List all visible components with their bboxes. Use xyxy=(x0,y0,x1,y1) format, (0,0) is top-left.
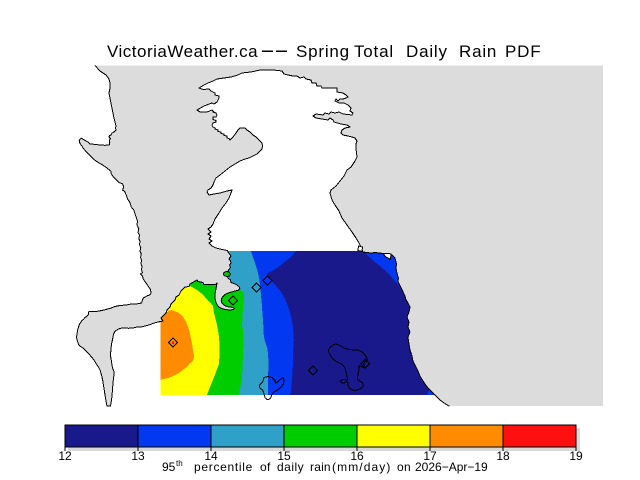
svg-text:on: on xyxy=(397,460,411,474)
svg-text:18: 18 xyxy=(496,449,510,463)
svg-text:2026−Apr−19: 2026−Apr−19 xyxy=(415,460,488,474)
svg-text:of: of xyxy=(260,460,271,474)
svg-text:95: 95 xyxy=(162,460,176,474)
svg-text:14: 14 xyxy=(204,449,218,463)
svg-text:percentile: percentile xyxy=(194,460,253,474)
svg-text:Spring: Spring xyxy=(296,42,350,61)
svg-text:daily: daily xyxy=(277,460,304,474)
svg-text:13: 13 xyxy=(131,449,145,463)
svg-text:16: 16 xyxy=(350,449,364,463)
svg-text:(mm/day): (mm/day) xyxy=(332,460,391,474)
svg-text:19: 19 xyxy=(569,449,583,463)
svg-text:Total: Total xyxy=(354,42,394,61)
svg-text:th: th xyxy=(176,459,183,468)
svg-text:15: 15 xyxy=(277,449,291,463)
svg-text:17: 17 xyxy=(423,449,437,463)
svg-text:Rain: Rain xyxy=(459,42,497,61)
svg-text:Daily: Daily xyxy=(406,42,448,61)
svg-text:rain: rain xyxy=(310,460,331,474)
svg-text:VictoriaWeather.ca: VictoriaWeather.ca xyxy=(107,42,258,61)
svg-text:12: 12 xyxy=(58,449,72,463)
svg-text:PDF: PDF xyxy=(505,42,541,61)
